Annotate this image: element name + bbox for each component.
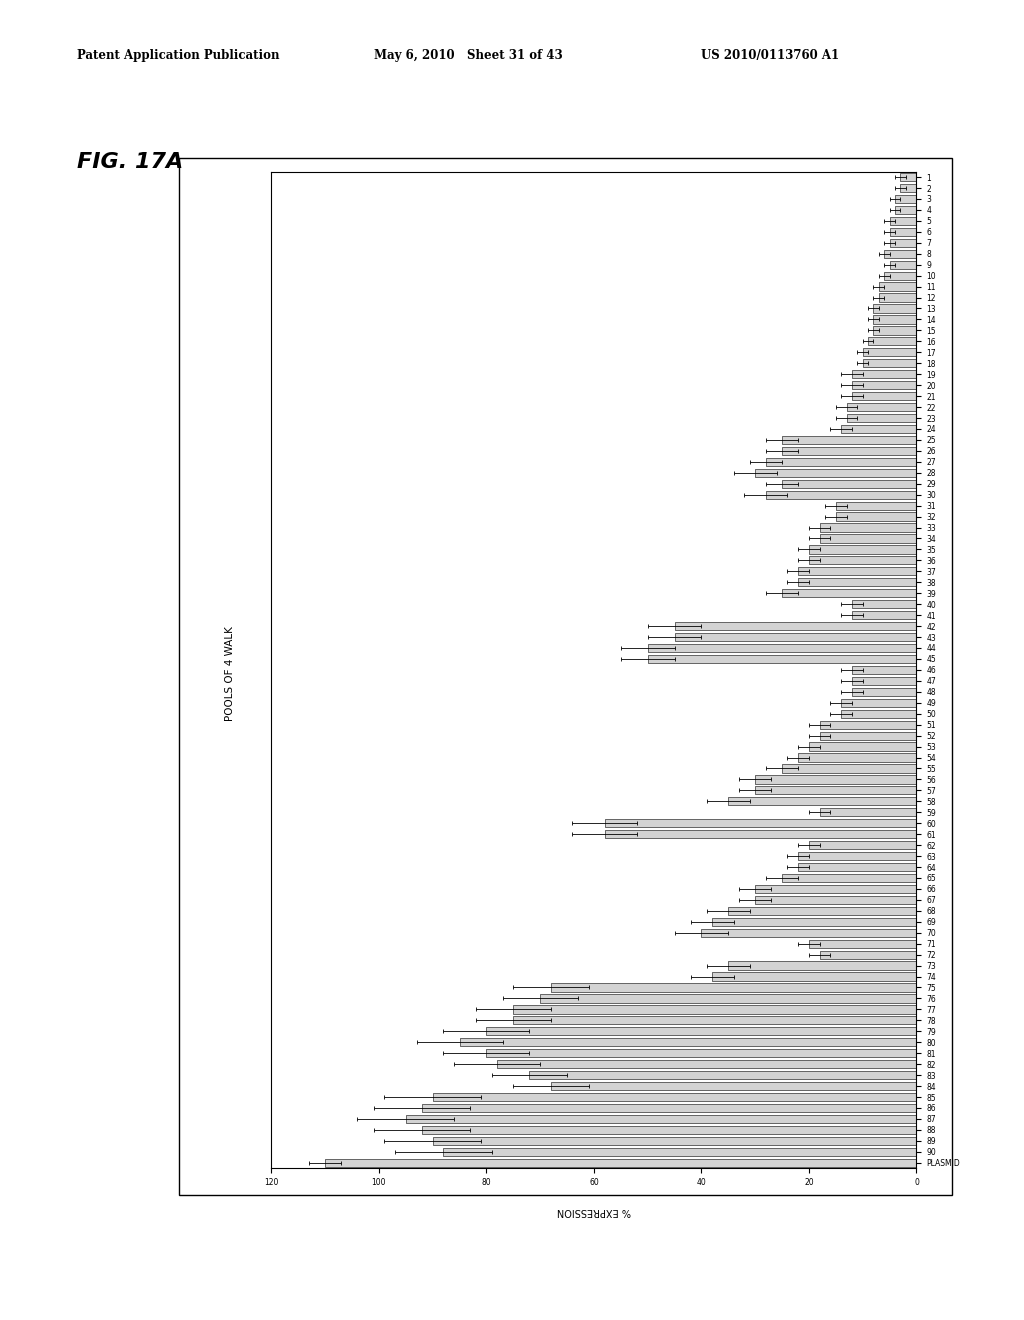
- Bar: [819, 808, 916, 816]
- Bar: [836, 502, 916, 510]
- Bar: [551, 983, 916, 991]
- Bar: [799, 568, 916, 576]
- Bar: [809, 841, 916, 849]
- Bar: [648, 655, 916, 663]
- Bar: [782, 479, 916, 488]
- Bar: [895, 206, 916, 214]
- Bar: [890, 228, 916, 236]
- Bar: [604, 830, 916, 838]
- Bar: [432, 1137, 916, 1144]
- Bar: [862, 348, 916, 356]
- Bar: [819, 950, 916, 958]
- Text: FIG. 17A: FIG. 17A: [77, 152, 183, 172]
- Bar: [852, 381, 916, 389]
- Bar: [819, 535, 916, 543]
- Bar: [847, 414, 916, 422]
- Bar: [728, 961, 916, 970]
- Bar: [819, 731, 916, 739]
- Bar: [648, 644, 916, 652]
- Bar: [756, 775, 916, 784]
- Bar: [842, 698, 916, 708]
- Bar: [852, 601, 916, 609]
- Bar: [885, 249, 916, 257]
- Bar: [551, 1082, 916, 1090]
- Bar: [782, 436, 916, 444]
- Bar: [842, 425, 916, 433]
- Text: POOLS OF 4 WALK: POOLS OF 4 WALK: [225, 626, 236, 721]
- Bar: [443, 1147, 916, 1156]
- Bar: [422, 1104, 916, 1111]
- Bar: [852, 665, 916, 675]
- Bar: [862, 359, 916, 367]
- Bar: [873, 305, 916, 313]
- Bar: [799, 754, 916, 762]
- Bar: [890, 239, 916, 247]
- Bar: [879, 282, 916, 290]
- Bar: [809, 742, 916, 751]
- Bar: [890, 260, 916, 269]
- Bar: [756, 896, 916, 904]
- Bar: [782, 764, 916, 772]
- Bar: [498, 1060, 916, 1068]
- Bar: [809, 545, 916, 553]
- Text: Patent Application Publication: Patent Application Publication: [77, 49, 280, 62]
- Bar: [460, 1038, 916, 1047]
- Bar: [326, 1159, 916, 1167]
- Bar: [756, 787, 916, 795]
- Bar: [868, 337, 916, 346]
- Bar: [513, 1016, 916, 1024]
- Bar: [486, 1027, 916, 1035]
- Bar: [885, 272, 916, 280]
- Bar: [890, 216, 916, 224]
- Bar: [900, 183, 916, 193]
- Bar: [852, 688, 916, 696]
- Bar: [836, 512, 916, 520]
- Bar: [766, 458, 916, 466]
- X-axis label: % EXPRESSION: % EXPRESSION: [557, 1206, 631, 1216]
- Bar: [852, 677, 916, 685]
- Bar: [873, 315, 916, 323]
- Bar: [713, 917, 916, 925]
- Bar: [809, 940, 916, 948]
- Bar: [819, 524, 916, 532]
- Bar: [604, 820, 916, 828]
- Bar: [713, 973, 916, 981]
- Bar: [819, 721, 916, 729]
- Bar: [406, 1115, 916, 1123]
- Text: May 6, 2010   Sheet 31 of 43: May 6, 2010 Sheet 31 of 43: [374, 49, 562, 62]
- Text: US 2010/0113760 A1: US 2010/0113760 A1: [701, 49, 840, 62]
- Bar: [782, 589, 916, 598]
- Bar: [766, 491, 916, 499]
- Bar: [675, 632, 916, 642]
- Bar: [529, 1071, 916, 1080]
- Bar: [675, 622, 916, 630]
- Bar: [873, 326, 916, 334]
- Bar: [486, 1049, 916, 1057]
- Bar: [541, 994, 916, 1003]
- Bar: [852, 392, 916, 400]
- Bar: [852, 370, 916, 379]
- Bar: [782, 874, 916, 882]
- Bar: [879, 293, 916, 302]
- Bar: [809, 556, 916, 565]
- Bar: [422, 1126, 916, 1134]
- Bar: [852, 611, 916, 619]
- Bar: [900, 173, 916, 181]
- Bar: [847, 403, 916, 411]
- Bar: [782, 446, 916, 455]
- Bar: [756, 469, 916, 477]
- Bar: [799, 851, 916, 861]
- Bar: [432, 1093, 916, 1101]
- Bar: [701, 929, 916, 937]
- Bar: [799, 578, 916, 586]
- Bar: [513, 1006, 916, 1014]
- Bar: [728, 797, 916, 805]
- Bar: [895, 195, 916, 203]
- Bar: [842, 710, 916, 718]
- Bar: [799, 863, 916, 871]
- Bar: [756, 884, 916, 894]
- Bar: [728, 907, 916, 915]
